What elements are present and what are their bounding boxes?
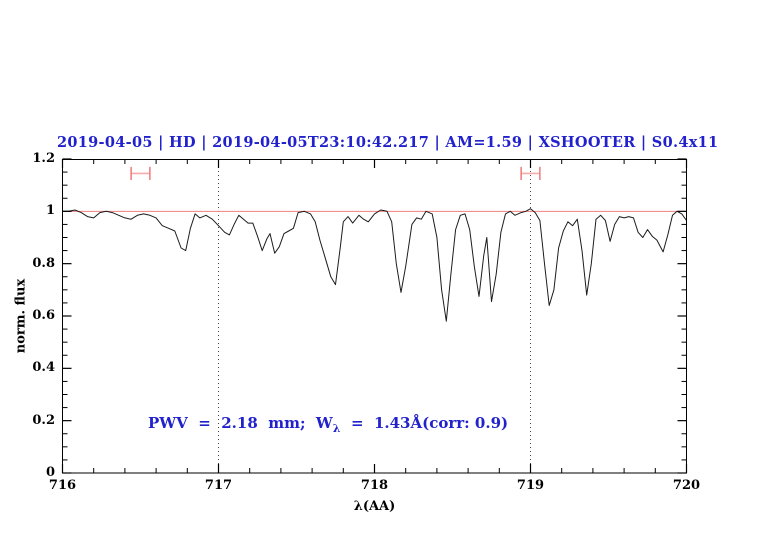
x-axis-label: λ(AA) [353, 499, 396, 514]
x-tick-label: 716 [48, 478, 77, 493]
pwv-annotation-prefix: PWV = 2.18 mm; W [148, 414, 333, 432]
x-tick-label: 719 [516, 478, 545, 493]
y-tick-label: 0 [45, 465, 55, 480]
pwv-annotation: PWV = 2.18 mm; Wλ = 1.43Å(corr: 0.9) [148, 414, 508, 435]
y-tick-label: 0.4 [32, 360, 55, 376]
pwv-annotation-suffix: = 1.43Å(corr: 0.9) [340, 414, 509, 432]
y-tick-label: 0.8 [32, 255, 55, 271]
y-axis-label: norm. flux [13, 278, 29, 354]
x-tick-label: 718 [360, 478, 389, 493]
y-tick-label: 0.2 [32, 412, 55, 428]
y-tick-label: 1 [45, 203, 55, 219]
y-tick-label: 0.6 [32, 308, 55, 323]
x-tick-label: 717 [204, 478, 233, 493]
annotation-lambda-subscript: λ [332, 422, 341, 435]
spectrum-line [62, 208, 687, 322]
x-tick-label: 720 [672, 478, 701, 493]
y-tick-label: 1.2 [32, 151, 55, 166]
